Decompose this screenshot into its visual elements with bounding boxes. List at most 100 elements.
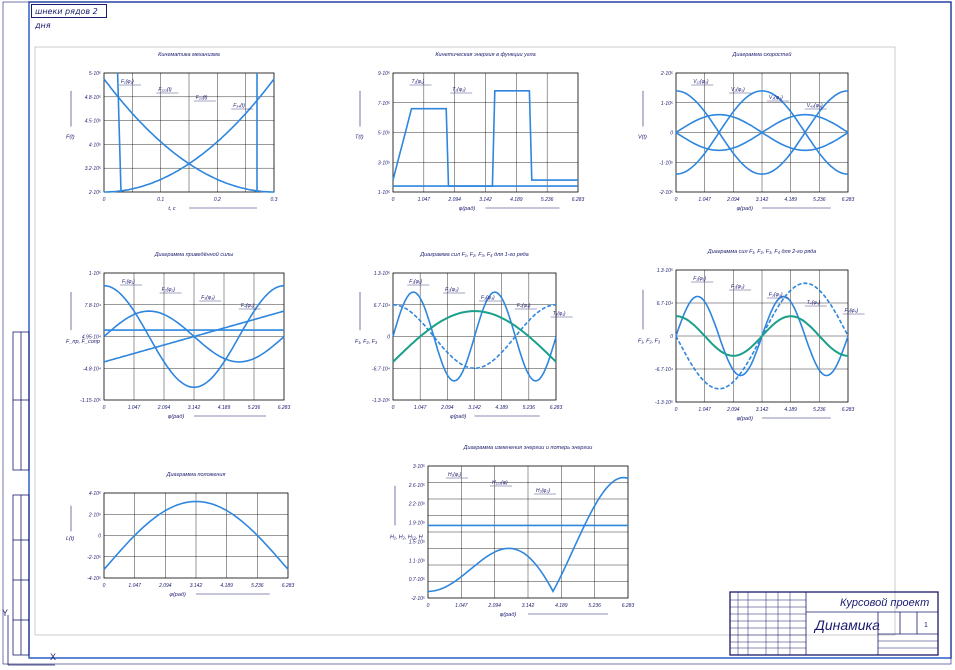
curve-callout: F₁₂₃(t) <box>158 87 172 93</box>
chart-title: Диаграмма положения <box>166 472 226 478</box>
y-axis-label: L(t) <box>66 536 74 542</box>
y-tick-label: -2·10⁵ <box>659 190 673 196</box>
chart-panel-p5: Диаграмма сил F₁, F₂, F₃, F₄ для 1-го ря… <box>355 252 573 420</box>
x-tick-label: 5.236 <box>541 197 554 203</box>
curve-callout: F₃(φ₃) <box>769 292 783 298</box>
x-axis-label: φ(рад) <box>737 206 754 212</box>
x-tick-label: 0.2 <box>214 197 221 203</box>
x-tick-label: 2.094 <box>726 407 740 413</box>
chart-panel-p8: Диаграмма изменения энергии и потерь эне… <box>390 445 634 618</box>
y-tick-label: 4·10⁵ <box>89 142 101 148</box>
x-tick-label: 0 <box>675 407 678 413</box>
y-tick-label: 1.3·10⁵ <box>657 268 673 274</box>
curve-callout: F₂(φ₂) <box>445 287 459 293</box>
x-tick-label: 3.142 <box>188 405 201 411</box>
curve-callout: T₄(φ₄) <box>807 300 821 306</box>
side-stamp <box>12 331 30 656</box>
chart-title: Диаграмма изменения энергии и потерь эне… <box>463 445 593 451</box>
x-tick-label: 6.283 <box>622 603 635 609</box>
x-tick-label: 0 <box>392 405 395 411</box>
chart-title: Кинетическая энергия в функции угла <box>435 52 535 58</box>
x-axis-label: φ(рад) <box>169 592 186 598</box>
x-axis-marker: X <box>50 652 56 662</box>
y-tick-label: 5·10⁵ <box>378 131 390 137</box>
x-tick-label: 0 <box>103 583 106 589</box>
y-tick-label: 5·10⁵ <box>89 71 101 77</box>
series-line <box>103 310 285 363</box>
x-tick-label: 2.094 <box>157 405 171 411</box>
drawing-area <box>34 46 896 636</box>
x-tick-label: 4.189 <box>555 603 568 609</box>
curve-callout: F₄(φ₄) <box>241 303 255 309</box>
y-tick-label: -4.8·10⁴ <box>83 366 101 372</box>
y-tick-label: -6.7·10⁴ <box>372 366 390 372</box>
y-axis-label: F_пр, F_сопр <box>66 339 100 345</box>
curve-callout: H₁(φ₁) <box>448 472 462 478</box>
chart-panel-p6: Диаграмма сил F₁, F₂, F₃, F₄ для 2-го ря… <box>638 249 865 422</box>
y-tick-label: -6.7·10⁴ <box>655 367 673 373</box>
x-tick-label: 1.047 <box>128 405 141 411</box>
title-block <box>729 591 939 656</box>
y-tick-label: 4·10⁵ <box>89 491 101 497</box>
x-tick-label: 6.283 <box>278 405 291 411</box>
series-line <box>675 113 849 152</box>
y-tick-label: -4·10⁵ <box>87 576 101 582</box>
y-tick-label: 3·10⁵ <box>413 464 425 470</box>
x-axis-label: t, с <box>168 206 176 212</box>
curve-callout: V₂(φ₂) <box>731 87 745 93</box>
x-tick-label: 0 <box>392 197 395 203</box>
x-tick-label: 5.236 <box>251 583 264 589</box>
series-line <box>104 78 275 193</box>
x-axis-label: φ(рад) <box>459 206 476 212</box>
chart-title: Диаграмма сил F₁, F₂, F₃, F₄ для 1-го ря… <box>419 252 529 258</box>
y-tick-label: 6.7·10⁴ <box>374 303 390 309</box>
curve-callout: F₃(φ₃) <box>481 295 495 301</box>
curve-callout: F₄(φ₄) <box>845 308 859 314</box>
y-tick-label: -1.3·10⁵ <box>372 398 390 404</box>
y-axis-label: F₁, F₂, F₃ <box>355 339 378 345</box>
x-tick-label: 4.189 <box>220 583 233 589</box>
x-tick-label: 6.283 <box>842 407 855 413</box>
x-axis-label: φ(рад) <box>737 416 754 422</box>
project-title: Курсовой проект <box>840 597 929 609</box>
x-axis-label: φ(рад) <box>500 612 517 618</box>
series-line <box>675 90 849 175</box>
y-tick-label: 4.5·10⁵ <box>85 119 101 125</box>
x-tick-label: 5.236 <box>813 407 826 413</box>
x-tick-label: 0 <box>103 405 106 411</box>
y-axis-label: F(t) <box>66 134 75 140</box>
chart-title: Кинематика механизма <box>158 52 220 58</box>
x-tick-label: 2.094 <box>158 583 172 589</box>
y-tick-label: 2·10⁵ <box>660 71 673 77</box>
x-tick-label: 2.094 <box>726 197 740 203</box>
y-tick-label: 2·10⁵ <box>88 512 101 518</box>
y-tick-label: 0 <box>670 334 673 340</box>
x-tick-label: 4.189 <box>784 407 797 413</box>
x-tick-label: 1.047 <box>455 603 468 609</box>
series-line <box>427 476 629 593</box>
y-tick-label: 1.9·10⁵ <box>409 521 425 527</box>
series-line <box>392 310 557 363</box>
x-tick-label: 2.094 <box>487 603 501 609</box>
x-tick-label: 2.094 <box>440 405 454 411</box>
curve-callout: F₄(φ₄) <box>517 303 531 309</box>
series-line <box>103 284 285 389</box>
x-tick-label: 6.283 <box>282 583 295 589</box>
chart-panel-p1: Кинематика механизма 0 0.1 0.2 0.3 t, с 5·10⁵ 4… <box>66 52 278 212</box>
chart-panel-p7: Диаграмма положения 0 1.047 2.094 3.142 4.189… <box>66 472 294 598</box>
x-axis-label: φ(рад) <box>450 414 467 420</box>
curve-callout: H₁₂₃(φ) <box>492 480 508 486</box>
series-line <box>392 291 557 382</box>
curve-callout: T₂(φ₂) <box>452 87 466 93</box>
y-tick-label: 1·10⁵ <box>89 271 101 277</box>
x-tick-label: 3.142 <box>479 197 492 203</box>
y-axis-label: V(t) <box>638 134 647 140</box>
y-tick-label: -1.15·10⁵ <box>80 398 101 404</box>
drawing-name: Динамика <box>813 617 880 633</box>
y-tick-label: 4.8·10⁵ <box>85 95 101 101</box>
sheet-number: 1 <box>924 622 928 629</box>
curve-callout: T₁(φ₁) <box>412 79 425 85</box>
series-line <box>675 90 849 175</box>
x-tick-label: 3.142 <box>756 197 769 203</box>
y-axis-marker: Y <box>2 608 8 618</box>
